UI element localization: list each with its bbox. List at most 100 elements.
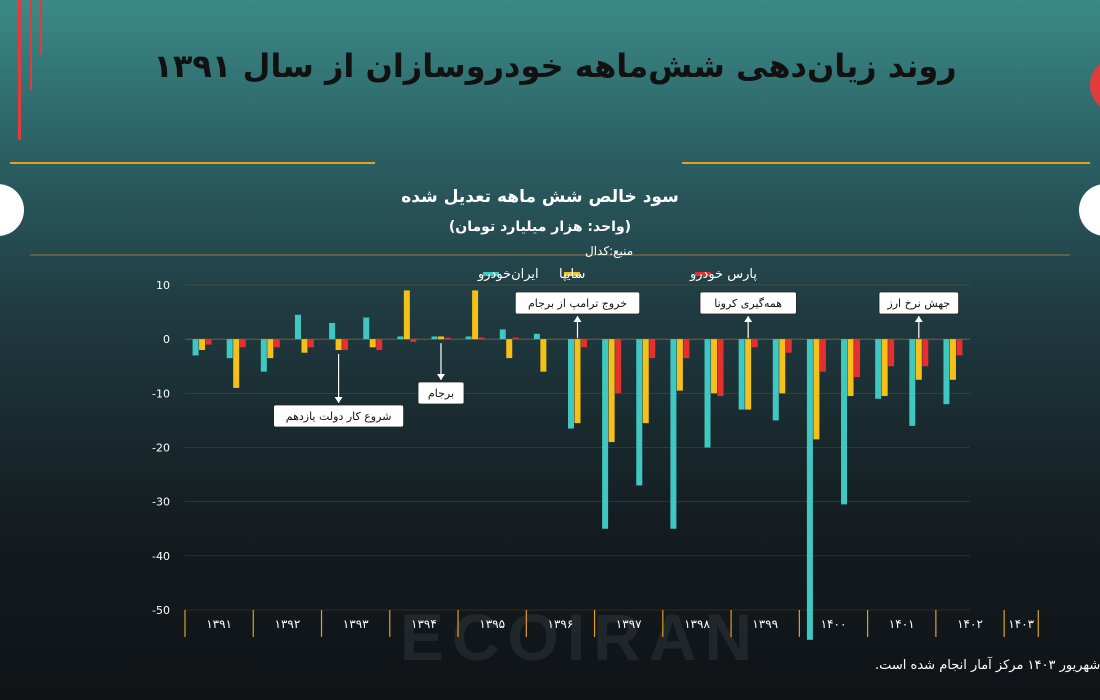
annotations: شروع کار دولت یازدهم برجام خروج ترامپ از ب… [273,291,959,428]
bar [819,339,826,372]
bar [233,339,240,388]
bar [329,322,336,340]
bar [888,339,895,367]
bar [854,339,861,378]
x-axis: ۱۳۹۱ ۱۳۹۲ ۱۳۹۳ ۱۳۹۴ ۱۳۹۵ ۱۳۹۶ ۱۳۹۷ ۱۳۹۸ ۱۳۹۹ ۱۴۰۰… [184,610,1039,637]
bar [431,336,438,340]
bar [533,333,540,340]
bar [943,339,950,405]
gridlines [185,284,970,611]
bar [738,339,745,410]
bar [546,339,553,340]
bar [465,336,472,340]
bar [512,337,519,340]
annotation-box [699,291,797,315]
annotation-arrowhead [436,374,445,380]
annotation-label: برجام [428,387,454,400]
page-title: روند زیان‌دهی شش‌ماهه خودروسازان از سال … [153,47,956,85]
annotation-box [417,381,465,405]
bar [875,339,882,399]
bar [363,317,370,340]
y-tick-label: 0 [163,333,170,346]
y-tick-label: -30 [152,496,170,509]
bar [772,339,779,421]
chart-title: سود خالص شش ماهه تعدیل شده [401,187,679,207]
annotation: خروج ترامپ از برجام [514,291,641,339]
decorative-red-line [18,0,21,140]
legend-swatch-parskhodro [695,272,711,276]
x-tick-label: ۱۳۹۸ [684,617,710,631]
legend-label-irankhodro: ایران‌خودرو [477,267,539,282]
bar [226,339,233,359]
bar [806,339,813,640]
bar [745,339,752,410]
bar [410,339,417,342]
annotation-label: همه‌گیری کرونا [714,297,782,310]
bar [239,339,246,348]
bar [581,339,587,348]
x-tick-label: ۱۳۹۵ [479,617,505,631]
bar [949,339,956,380]
bar [540,339,547,372]
legend-label-saipa: سایپا [559,267,585,282]
annotation: شروع کار دولت یازدهم [273,354,405,428]
bar [915,339,922,380]
bar [444,337,451,340]
bar [711,339,718,394]
bar [260,339,267,372]
bar [267,339,274,359]
bars [192,290,963,640]
x-tick-label: ۱۴۰۳ [1008,617,1034,631]
bar [199,339,206,350]
y-tick-label: 10 [156,279,170,292]
bar [301,339,308,353]
bar [717,339,724,397]
x-tick-label: ۱۳۹۱ [206,617,232,631]
bar [683,339,690,359]
decorative-red-line [30,0,32,90]
bar [294,314,301,340]
y-axis: 10 0 -10 -20 -30 -40 -50 [152,279,170,617]
bar [478,337,485,340]
bar [841,339,848,505]
bar [192,339,199,356]
bar [636,339,643,486]
annotation: جهش نرخ ارز [878,291,959,339]
annotation-box [273,404,405,428]
annotation-label: جهش نرخ ارز [886,297,950,310]
annotation-box [514,291,641,315]
bar [506,339,513,359]
x-tick-label: ۱۳۹۶ [548,617,574,631]
bar [403,290,410,340]
bar [847,339,854,397]
bar [751,339,758,348]
bar [676,339,683,391]
x-tick-label: ۱۴۰۲ [957,617,983,631]
bar [602,339,609,529]
bar [922,339,929,367]
annotation: همه‌گیری کرونا [699,291,797,339]
chart-subtitle: (واحد: هزار میلیارد تومان) [449,219,631,235]
y-tick-label: -50 [152,604,170,617]
bar [472,290,479,340]
bar [649,339,656,359]
bar [273,339,280,348]
x-tick-label: ۱۳۹۳ [343,617,369,631]
left-half-circle [0,184,24,236]
bar [813,339,820,440]
y-tick-label: -20 [152,442,170,455]
bar [956,339,963,356]
x-tick-label: ۱۳۹۹ [752,617,778,631]
y-tick-label: -10 [152,387,170,400]
source-label: منبع:کدال [585,244,633,258]
bar [437,336,444,340]
footnote: پ.ن: تعدیل سود(زیان) بر اساس شاخص قیمت م… [875,656,1100,673]
legend-swatch-saipa [564,272,580,276]
right-half-circle [1079,184,1100,236]
annotation-arrowhead [914,316,923,322]
annotation-arrowhead [573,316,582,322]
decorative-red-line [40,0,42,55]
bar [881,339,888,397]
bar [369,339,376,348]
